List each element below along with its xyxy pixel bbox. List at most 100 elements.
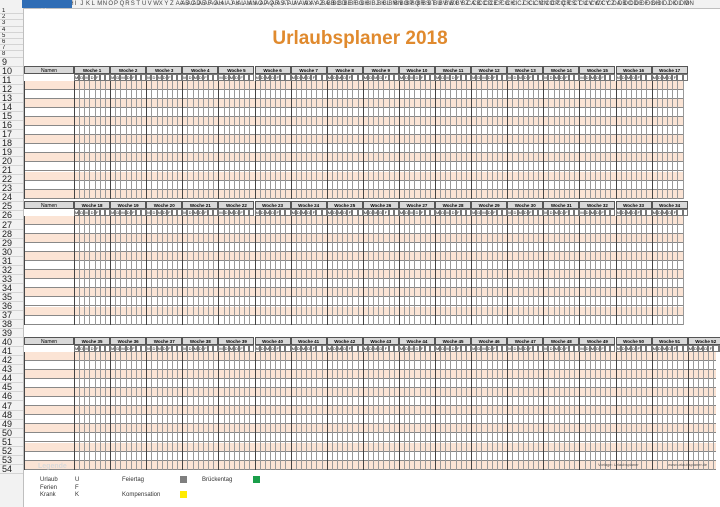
employee-row[interactable] [24, 135, 683, 145]
employee-row[interactable] [24, 406, 716, 416]
column-letter[interactable]: CE [489, 1, 498, 7]
column-letter[interactable]: BL [382, 1, 391, 7]
column-letter[interactable]: AO [254, 1, 263, 7]
week-header[interactable]: Woche 11 [435, 66, 472, 74]
column-letter[interactable]: DM [679, 1, 689, 7]
row-number[interactable]: 30 [0, 247, 23, 257]
row-number[interactable]: 7 [0, 45, 23, 52]
employee-row[interactable] [24, 117, 683, 127]
column-letter[interactable]: AZ [315, 1, 324, 7]
column-letter[interactable]: CK [522, 1, 532, 7]
row-number[interactable]: 10 [0, 66, 23, 76]
column-letter[interactable]: X [158, 1, 163, 7]
row-number[interactable]: 16 [0, 120, 23, 130]
column-letter[interactable]: AA [175, 1, 184, 7]
employee-row[interactable] [24, 108, 683, 118]
column-letter[interactable]: BS [422, 1, 431, 7]
employee-row[interactable] [24, 270, 683, 280]
week-header[interactable]: Woche 28 [435, 201, 472, 209]
column-letter[interactable]: AJ [226, 1, 234, 7]
column-letter[interactable]: AM [242, 1, 252, 7]
employee-row[interactable] [24, 162, 683, 172]
row-number[interactable]: 15 [0, 111, 23, 121]
column-letter[interactable]: BD [338, 1, 347, 7]
week-header[interactable]: Woche 31 [543, 201, 580, 209]
employee-row[interactable] [24, 225, 683, 235]
column-letter[interactable]: CW [590, 1, 600, 7]
column-letter[interactable]: AL [237, 1, 245, 7]
row-number[interactable]: 17 [0, 130, 23, 140]
employee-row[interactable] [24, 424, 716, 434]
row-number[interactable]: 44 [0, 374, 23, 384]
column-letter[interactable]: BF [349, 1, 357, 7]
week-header[interactable]: Woche 43 [362, 337, 399, 345]
week-header[interactable]: Woche 7 [290, 66, 327, 74]
employee-row[interactable] [24, 171, 683, 181]
column-letter[interactable]: BM [388, 1, 398, 7]
column-letter[interactable]: BK [377, 1, 386, 7]
week-header[interactable]: Woche 51 [651, 337, 688, 345]
week-header[interactable]: Woche 29 [471, 201, 508, 209]
column-letter[interactable]: AV [293, 1, 301, 7]
employee-row[interactable] [24, 415, 716, 425]
column-letter[interactable]: BO [399, 1, 409, 7]
column-letter[interactable]: CM [534, 1, 544, 7]
column-letter[interactable]: AW [298, 1, 309, 7]
row-number[interactable]: 29 [0, 238, 23, 248]
footer-right[interactable]: www.urlaubsplaner.de [668, 462, 708, 467]
names-header[interactable]: Namen [24, 66, 74, 74]
employee-row[interactable] [24, 279, 683, 289]
week-header[interactable]: Woche 15 [579, 66, 616, 74]
column-letter[interactable]: CB [472, 1, 481, 7]
row-number[interactable]: 37 [0, 311, 23, 321]
employee-row[interactable] [24, 153, 683, 163]
week-header[interactable]: Woche 5 [218, 66, 255, 74]
row-number[interactable]: 28 [0, 229, 23, 239]
week-header[interactable]: Woche 16 [615, 66, 652, 74]
week-header[interactable]: Woche 6 [254, 66, 291, 74]
column-letter[interactable]: R [125, 1, 130, 7]
row-number[interactable]: 9 [0, 57, 23, 67]
row-number[interactable]: 31 [0, 256, 23, 266]
employee-row[interactable] [24, 397, 716, 407]
column-letter[interactable]: CF [494, 1, 503, 7]
column-letter[interactable]: AQ [265, 1, 274, 7]
employee-row[interactable] [24, 388, 716, 398]
row-number[interactable]: 38 [0, 320, 23, 330]
column-letter[interactable]: CH [506, 1, 515, 7]
column-letter[interactable]: U [142, 1, 147, 7]
column-letter[interactable]: O [108, 1, 114, 7]
row-number[interactable]: 25 [0, 202, 23, 212]
week-header[interactable]: Woche 36 [110, 337, 147, 345]
week-header[interactable]: Woche 1 [74, 66, 111, 74]
employee-row[interactable] [24, 234, 683, 244]
week-header[interactable]: Woche 13 [507, 66, 544, 74]
column-letter[interactable]: BX [450, 1, 459, 7]
column-letter[interactable]: DE [634, 1, 644, 7]
week-header[interactable]: Woche 34 [651, 201, 688, 209]
week-header[interactable]: Woche 46 [471, 337, 508, 345]
column-letter[interactable]: CT [573, 1, 582, 7]
column-letter[interactable]: CY [601, 1, 610, 7]
row-number[interactable]: 33 [0, 274, 23, 284]
row-number[interactable]: 34 [0, 283, 23, 293]
column-letter[interactable]: DI [657, 1, 664, 7]
column-letter[interactable]: AB [181, 1, 190, 7]
row-number[interactable]: 45 [0, 383, 23, 393]
column-letter[interactable]: W [153, 1, 159, 7]
column-letter[interactable]: DB [618, 1, 627, 7]
employee-row[interactable] [24, 315, 683, 325]
employee-row[interactable] [24, 126, 683, 136]
week-header[interactable]: Woche 27 [398, 201, 435, 209]
week-header[interactable]: Woche 23 [254, 201, 291, 209]
row-number[interactable]: 18 [0, 139, 23, 149]
week-header[interactable]: Woche 10 [398, 66, 435, 74]
employee-row[interactable] [24, 306, 683, 316]
week-header[interactable]: Woche 32 [579, 201, 616, 209]
column-letter[interactable]: CU [578, 1, 588, 7]
column-letter[interactable]: BN [394, 1, 403, 7]
week-header[interactable]: Woche 41 [290, 337, 327, 345]
column-letter[interactable]: Y [164, 1, 169, 7]
week-header[interactable]: Woche 30 [507, 201, 544, 209]
